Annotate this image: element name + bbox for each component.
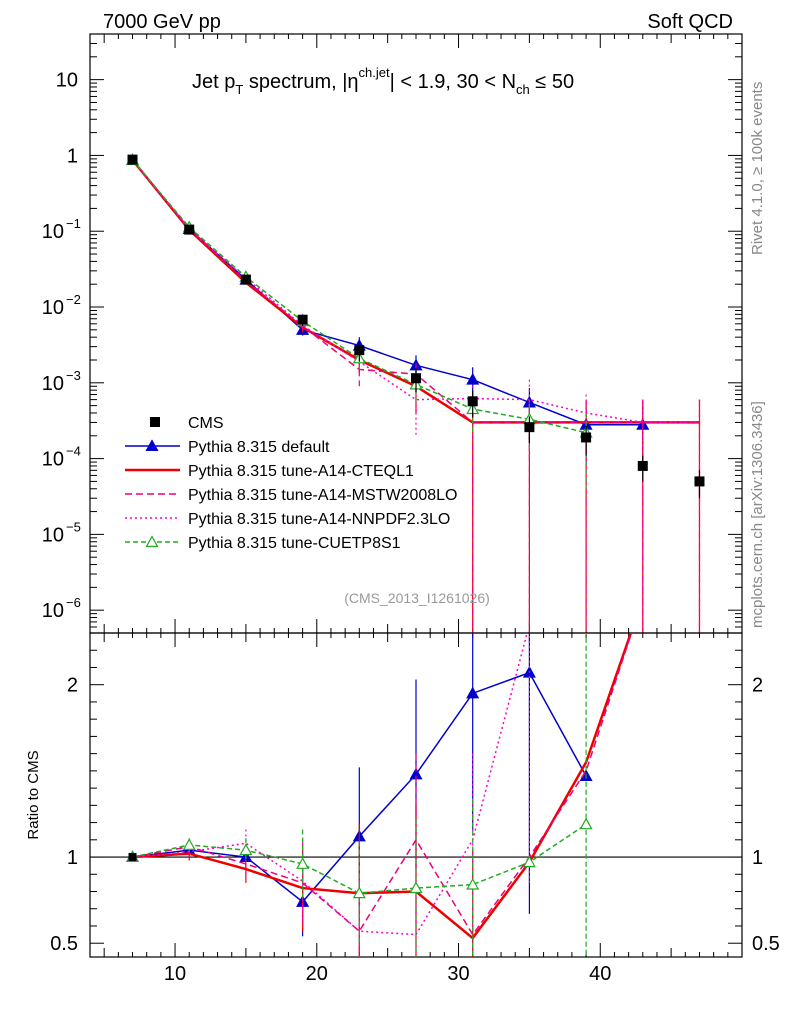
ratio-data-point — [128, 853, 137, 862]
y-tick-exponent: −2 — [66, 292, 81, 307]
chart-title: Jet pT spectrum, |ηch.jet| < 1.9, 30 < N… — [192, 65, 574, 97]
data-point — [637, 460, 648, 471]
data-point — [524, 422, 535, 433]
ratio-series-group — [126, 633, 633, 957]
ratio-tick-label-right: 2 — [752, 675, 763, 697]
ratio-line-4 — [132, 823, 587, 895]
ratio-marker — [352, 886, 366, 899]
y-tick-label: 10 — [42, 297, 64, 319]
ratio-tick-label-right: 1 — [752, 847, 763, 869]
ratio-marker — [239, 843, 253, 856]
title-sub2: ch — [516, 82, 530, 97]
y-tick-exponent: −1 — [66, 216, 81, 231]
side-label-mcplots: mcplots.cern.ch [arXiv:1306.3436] — [749, 401, 766, 628]
ratio-plot: 10 20 30 40 0.5 0.5 1 1 2 2 — [50, 632, 780, 985]
data-point — [581, 432, 592, 443]
data-point — [184, 224, 195, 235]
main-marker — [466, 372, 480, 385]
legend-marker — [145, 439, 159, 451]
ratio-line-1 — [132, 633, 633, 940]
data-point — [297, 314, 308, 325]
ratio-marker — [522, 855, 536, 868]
y-tick-exponent: −6 — [66, 595, 81, 610]
ratio-marker — [182, 838, 196, 850]
x-tick-label: 40 — [589, 963, 611, 985]
y-tick-label: 1 — [67, 145, 78, 167]
ratio-line-2 — [132, 633, 633, 936]
ratio-marker — [296, 857, 310, 869]
y-tick-label: 10 — [42, 449, 64, 471]
ratio-tick-label-left: 0.5 — [50, 933, 78, 955]
title-part3: | < 1.9, 30 < N — [390, 71, 516, 93]
ratio-marker — [466, 877, 480, 890]
legend-entry-label: Pythia 8.315 default — [188, 439, 330, 456]
x-tick-label: 10 — [164, 963, 186, 985]
side-label-rivet: Rivet 4.1.0, ≥ 100k events — [749, 82, 766, 255]
ratio-marker — [409, 881, 423, 894]
ratio-tick-label-right: 0.5 — [752, 933, 780, 955]
data-point — [694, 476, 705, 487]
ratio-ylabel: Ratio to CMS — [25, 750, 42, 839]
data-point — [127, 154, 138, 165]
main-line-0 — [131, 159, 643, 426]
y-tick-exponent: −4 — [66, 444, 81, 459]
data-point — [411, 373, 421, 384]
title-part2: spectrum, |η — [243, 71, 358, 93]
title-sup1: ch.jet — [359, 65, 390, 80]
ratio-tick-label-left: 1 — [67, 847, 78, 869]
ratio-line-3 — [132, 633, 528, 936]
y-tick-label: 10 — [56, 70, 78, 92]
y-tick-exponent: −3 — [66, 368, 81, 383]
legend-entry-label: Pythia 8.315 tune-A14-CTEQL1 — [188, 463, 414, 480]
legend-entry-label: CMS — [188, 415, 224, 432]
title-part1: Jet p — [192, 71, 235, 93]
data-point — [354, 345, 365, 356]
x-tick-label: 30 — [447, 963, 469, 985]
main-line-4 — [131, 159, 587, 434]
legend-entry-label: Pythia 8.315 tune-A14-NNPDF2.3LO — [188, 511, 450, 528]
data-point — [467, 396, 478, 407]
analysis-id: (CMS_2013_I1261026) — [344, 590, 490, 606]
legend: CMS Pythia 8.315 default Pythia 8.315 tune… — [125, 415, 457, 552]
main-series-group — [126, 153, 705, 633]
data-point — [240, 274, 251, 285]
y-tick-label: 10 — [42, 600, 64, 622]
x-tick-label: 20 — [306, 963, 328, 985]
header-right: Soft QCD — [647, 11, 733, 33]
title-sub1: T — [235, 82, 243, 97]
legend-marker — [145, 535, 159, 548]
ratio-marker — [466, 686, 480, 699]
header-left: 7000 GeV pp — [103, 11, 221, 33]
ratio-tick-label-left: 2 — [67, 675, 78, 697]
y-tick-label: 10 — [42, 221, 64, 243]
y-tick-label: 10 — [42, 524, 64, 546]
y-tick-label: 10 — [42, 373, 64, 395]
legend-marker-data — [150, 417, 160, 427]
y-tick-exponent: −5 — [66, 519, 81, 534]
legend-entry-label: Pythia 8.315 tune-A14-MSTW2008LO — [188, 487, 457, 504]
legend-entry-label: Pythia 8.315 tune-CUETP8S1 — [188, 535, 401, 552]
title-part4: ≤ 50 — [530, 71, 574, 93]
ratio-marker — [579, 817, 593, 830]
